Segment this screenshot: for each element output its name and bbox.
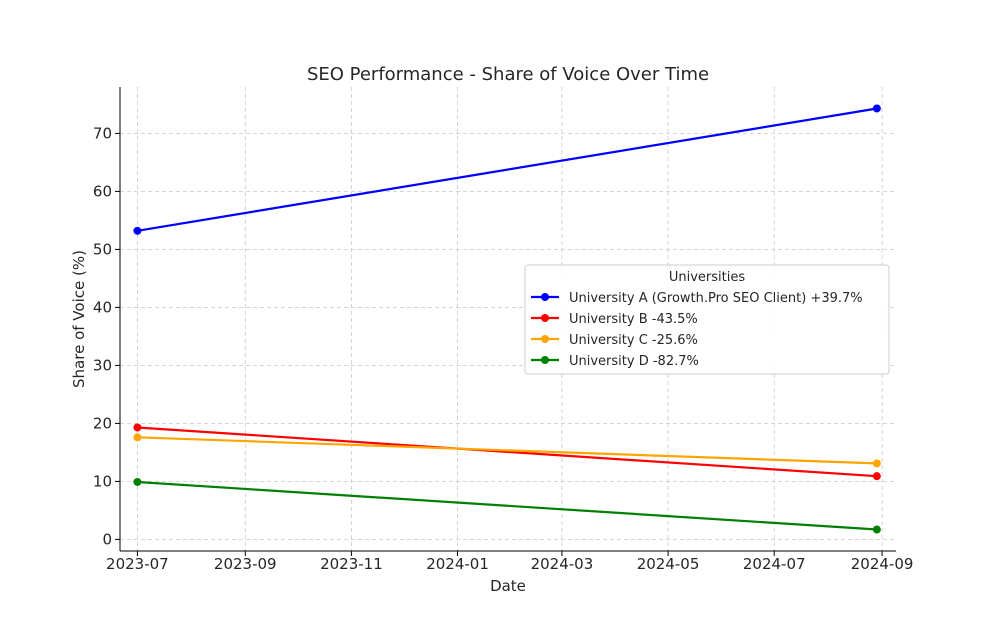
legend-items: University A (Growth.Pro SEO Client) +39… <box>531 291 863 369</box>
y-tick-label: 0 <box>102 530 112 548</box>
x-tick-label: 2024-05 <box>637 555 700 573</box>
data-point <box>133 423 142 432</box>
x-tick-label: 2024-07 <box>743 555 806 573</box>
x-tick-label: 2023-11 <box>320 555 383 573</box>
series-line <box>137 426 877 478</box>
ticks: 2023-07 2023-09 2023-11 2024-01 2024-03 2024-… <box>93 124 914 573</box>
series-layer <box>133 104 881 534</box>
y-tick-label: 50 <box>93 240 112 258</box>
legend-marker <box>541 356 549 364</box>
y-tick-label: 70 <box>93 124 112 142</box>
y-tick-label: 60 <box>93 182 112 200</box>
data-point <box>133 477 142 486</box>
data-point <box>872 525 881 534</box>
y-tick-label: 30 <box>93 356 112 374</box>
data-point <box>872 472 881 481</box>
legend-label: University A (Growth.Pro SEO Client) +39… <box>569 291 863 306</box>
data-point <box>133 433 142 442</box>
x-tick-label: 2023-07 <box>106 555 169 573</box>
legend-label: University C -25.6% <box>569 333 698 348</box>
x-axis-label: Date <box>490 577 526 595</box>
x-tick-label: 2024-09 <box>851 555 914 573</box>
legend-box <box>524 264 890 375</box>
series-d <box>133 477 881 534</box>
legend-label: University B -43.5% <box>569 312 698 327</box>
x-tick-label: 2024-03 <box>531 555 594 573</box>
legend: Universities University A (Growth.Pro SE… <box>524 264 890 375</box>
y-axis-label: Share of Voice (%) <box>70 250 88 388</box>
x-tick-label: 2023-09 <box>214 555 277 573</box>
legend-marker <box>541 335 549 343</box>
legend-title: Universities <box>669 270 745 285</box>
legend-marker <box>541 314 549 322</box>
series-line <box>137 436 877 465</box>
x-tick-label: 2024-01 <box>426 555 489 573</box>
series-line <box>137 480 877 531</box>
series-a <box>133 104 881 235</box>
data-point <box>133 226 142 235</box>
series-c <box>133 433 881 468</box>
y-tick-label: 40 <box>93 298 112 316</box>
data-point <box>872 104 881 113</box>
series-b <box>133 423 881 481</box>
data-point <box>872 459 881 468</box>
y-tick-label: 20 <box>93 414 112 432</box>
chart-title: SEO Performance - Share of Voice Over Ti… <box>307 64 709 85</box>
legend-marker <box>541 293 549 301</box>
legend-label: University D -82.7% <box>569 354 699 369</box>
axes <box>119 87 896 552</box>
series-line <box>137 107 878 232</box>
y-tick-label: 10 <box>93 472 112 490</box>
